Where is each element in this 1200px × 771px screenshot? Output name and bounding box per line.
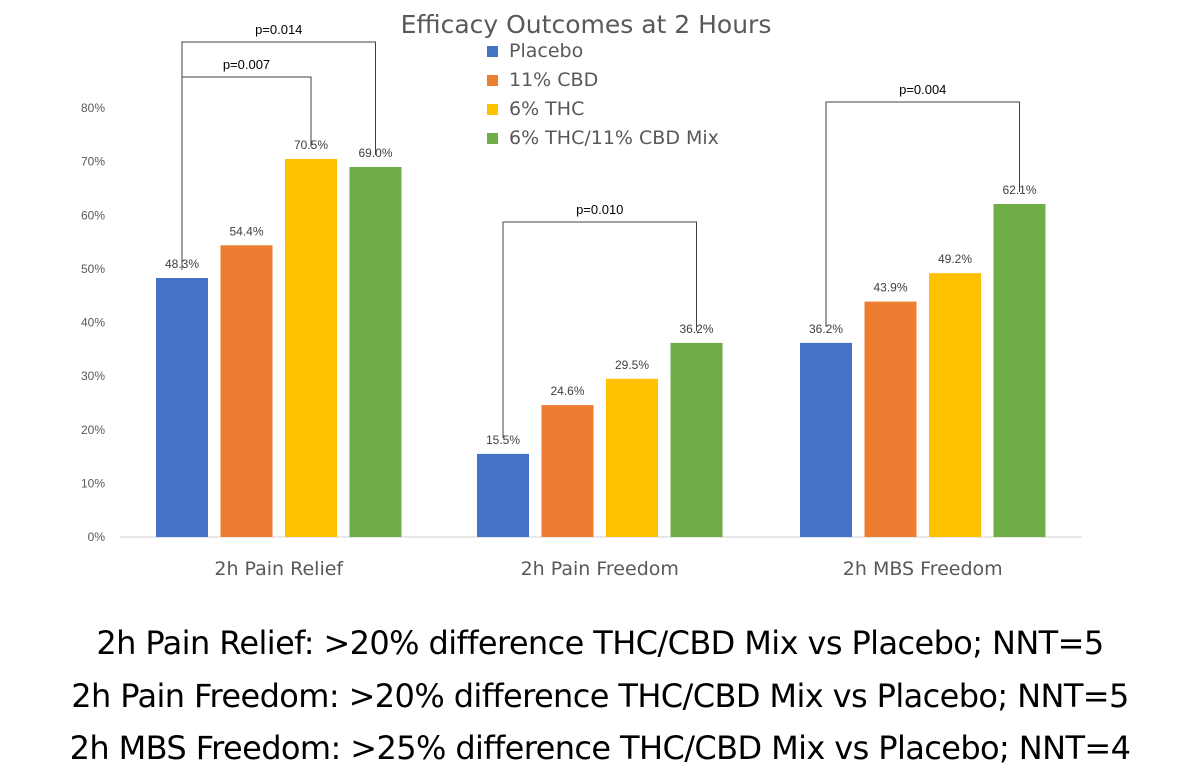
bar-11-cbd <box>864 301 917 537</box>
y-tick-label: 10% <box>81 476 105 490</box>
x-category-label: 2h Pain Freedom <box>521 558 679 580</box>
y-tick-label: 40% <box>81 316 105 330</box>
bar-data-label: 54.4% <box>229 224 263 238</box>
y-tick-label: 0% <box>88 530 106 544</box>
bar-6-thc-11-cbd-mix <box>993 203 1046 537</box>
bar-data-label: 29.5% <box>615 358 649 372</box>
bar-11-cbd <box>541 405 594 537</box>
bar-6-thc <box>285 158 337 537</box>
bar-11-cbd <box>220 245 273 537</box>
efficacy-bar-chart: Efficacy Outcomes at 2 Hours 0% 10% 20% 30% 4… <box>81 10 1082 580</box>
bar-data-label: 36.2% <box>809 322 843 336</box>
legend-label: 11% CBD <box>509 69 598 91</box>
chart-title: Efficacy Outcomes at 2 Hours <box>401 10 772 39</box>
bar-6-thc-11-cbd-mix <box>349 166 402 538</box>
bar-placebo <box>800 342 852 537</box>
significance-bracket <box>181 41 376 270</box>
summary-pain-freedom: 2h Pain Freedom: >20% difference THC/CBD… <box>71 677 1129 715</box>
significance-bracket <box>825 101 1020 327</box>
y-tick-label: 30% <box>81 369 105 383</box>
y-tick-label: 70% <box>81 155 105 169</box>
p-value-label: p=0.007 <box>223 57 270 72</box>
legend-swatch <box>487 104 498 115</box>
legend-swatch <box>487 75 498 86</box>
x-category-label: 2h MBS Freedom <box>843 558 1003 580</box>
bar-data-label: 49.2% <box>938 252 972 266</box>
bar-data-label: 15.5% <box>486 433 520 447</box>
significance-bracket <box>502 221 697 438</box>
bar-6-thc <box>929 273 981 537</box>
bar-data-label: 24.6% <box>550 384 584 398</box>
legend-swatch <box>487 133 498 144</box>
significance-bracket <box>181 76 312 270</box>
y-tick-label: 60% <box>81 208 105 222</box>
legend-label: 6% THC <box>509 98 584 120</box>
y-tick-label: 80% <box>81 101 105 115</box>
y-tick-label: 20% <box>81 423 105 437</box>
summary-pain-relief: 2h Pain Relief: >20% difference THC/CBD … <box>96 624 1104 662</box>
bar-data-label: 43.9% <box>873 281 907 295</box>
legend-label: Placebo <box>509 40 583 62</box>
bar-placebo <box>477 453 529 537</box>
bar-placebo <box>156 277 208 537</box>
x-category-label: 2h Pain Relief <box>214 558 344 580</box>
legend-label: 6% THC/11% CBD Mix <box>509 127 719 149</box>
p-value-label: p=0.010 <box>576 202 623 217</box>
bar-6-thc-11-cbd-mix <box>670 342 723 537</box>
summary-mbs-freedom: 2h MBS Freedom: >25% difference THC/CBD … <box>69 729 1131 767</box>
bar-6-thc <box>606 378 658 537</box>
y-tick-label: 50% <box>81 262 105 276</box>
p-value-label: p=0.014 <box>255 22 302 37</box>
p-value-label: p=0.004 <box>899 82 946 97</box>
legend-swatch <box>487 46 498 57</box>
